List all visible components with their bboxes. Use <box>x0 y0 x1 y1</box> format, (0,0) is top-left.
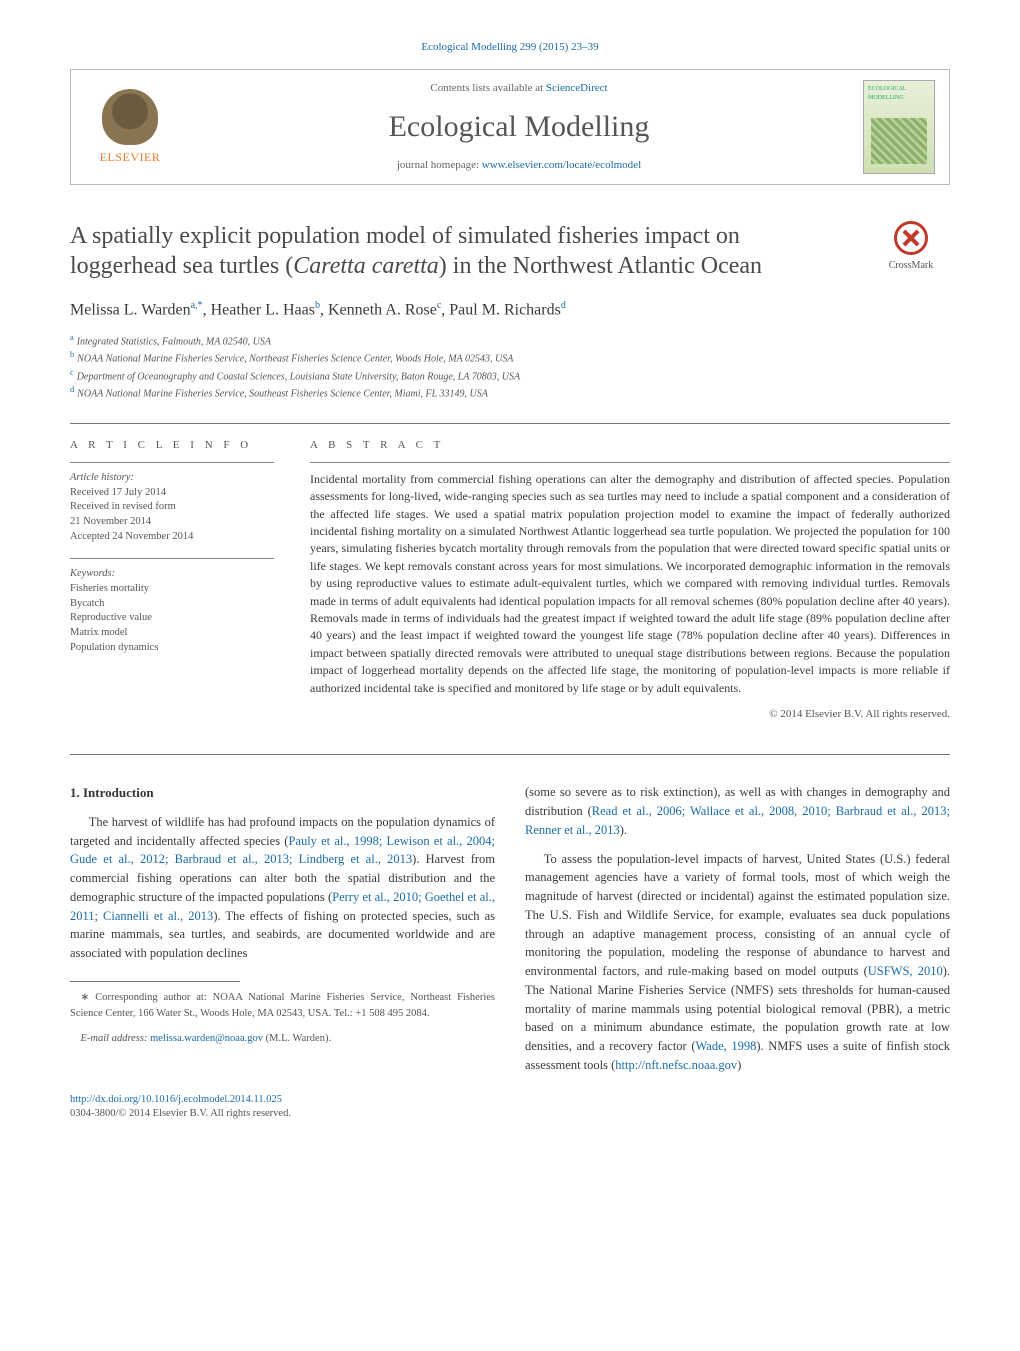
elsevier-tree-icon <box>102 89 158 145</box>
journal-cover-thumbnail: ECOLOGICAL MODELLING <box>863 80 935 174</box>
email-link[interactable]: melissa.warden@noaa.gov <box>150 1033 263 1044</box>
history-line: Received 17 July 2014 <box>70 486 274 501</box>
abstract-copyright: © 2014 Elsevier B.V. All rights reserved… <box>310 707 950 722</box>
keyword-item: Fisheries mortality <box>70 582 274 597</box>
citation-link[interactable]: Wade, 1998 <box>695 1039 756 1053</box>
contents-available-line: Contents lists available at ScienceDirec… <box>193 81 845 96</box>
corresponding-author-note: ∗ Corresponding author at: NOAA National… <box>70 990 495 1022</box>
doi-block: http://dx.doi.org/10.1016/j.ecolmodel.20… <box>70 1093 950 1122</box>
elsevier-logo: ELSEVIER <box>85 82 175 172</box>
abstract-text: Incidental mortality from commercial fis… <box>310 471 950 697</box>
info-rule <box>70 462 274 463</box>
keyword-item: Bycatch <box>70 597 274 612</box>
meta-abstract-row: A R T I C L E I N F O Article history: R… <box>70 438 950 722</box>
title-part2: ) in the Northwest Atlantic Ocean <box>439 253 762 279</box>
cover-caption: ECOLOGICAL MODELLING <box>868 86 906 100</box>
intro-para-2: To assess the population-level impacts o… <box>525 850 950 1075</box>
affiliation-line: dNOAA National Marine Fisheries Service,… <box>70 384 950 401</box>
journal-header: ELSEVIER Contents lists available at Sci… <box>70 69 950 185</box>
title-row: A spatially explicit population model of… <box>70 221 950 281</box>
crossmark-icon <box>894 221 928 255</box>
abstract-heading: A B S T R A C T <box>310 438 950 453</box>
email-line: E-mail address: melissa.warden@noaa.gov … <box>70 1031 495 1047</box>
abstract-column: A B S T R A C T Incidental mortality fro… <box>310 438 950 722</box>
article-title: A spatially explicit population model of… <box>70 221 852 281</box>
history-lines: Received 17 July 2014Received in revised… <box>70 486 274 545</box>
author-list: Melissa L. Wardena,*, Heather L. Haasb, … <box>70 299 950 322</box>
rule-before-body <box>70 754 950 755</box>
issn-copyright-line: 0304-3800/© 2014 Elsevier B.V. All right… <box>70 1108 291 1119</box>
history-line: Received in revised form <box>70 500 274 515</box>
journal-homepage-link[interactable]: www.elsevier.com/locate/ecolmodel <box>482 159 641 171</box>
affiliation-line: cDepartment of Oceanography and Coastal … <box>70 367 950 384</box>
keywords-block: Keywords: Fisheries mortalityBycatchRepr… <box>70 567 274 655</box>
elsevier-label: ELSEVIER <box>100 149 161 166</box>
url-link[interactable]: http://nft.nefsc.noaa.gov <box>615 1058 737 1072</box>
article-info-column: A R T I C L E I N F O Article history: R… <box>70 438 274 722</box>
sciencedirect-link[interactable]: ScienceDirect <box>546 82 608 94</box>
citation-link[interactable]: USFWS, 2010 <box>868 964 943 978</box>
affiliation-line: aIntegrated Statistics, Falmouth, MA 025… <box>70 332 950 349</box>
affiliation-list: aIntegrated Statistics, Falmouth, MA 025… <box>70 332 950 401</box>
email-label: E-mail address: <box>81 1033 151 1044</box>
header-center: Contents lists available at ScienceDirec… <box>193 81 845 174</box>
body-two-column: 1. Introduction The harvest of wildlife … <box>70 783 950 1074</box>
crossmark-badge[interactable]: CrossMark <box>872 221 950 273</box>
history-label: Article history: <box>70 471 274 486</box>
intro-para-1b: (some so severe as to risk extinction), … <box>525 783 950 839</box>
abstract-rule <box>310 462 950 463</box>
affiliation-line: bNOAA National Marine Fisheries Service,… <box>70 349 950 366</box>
rule-top <box>70 423 950 424</box>
title-italic-species: Caretta caretta <box>293 253 439 279</box>
journal-name: Ecological Modelling <box>193 106 845 148</box>
running-head: Ecological Modelling 299 (2015) 23–39 <box>70 40 950 55</box>
corr-symbol: ∗ <box>81 992 90 1003</box>
keywords-label: Keywords: <box>70 567 274 582</box>
keywords-list: Fisheries mortalityBycatchReproductive v… <box>70 582 274 655</box>
footnote-rule <box>70 981 240 982</box>
keyword-item: Population dynamics <box>70 641 274 656</box>
article-info-heading: A R T I C L E I N F O <box>70 438 274 453</box>
article-history-block: Article history: Received 17 July 2014Re… <box>70 471 274 544</box>
keywords-rule <box>70 558 274 559</box>
journal-homepage-line: journal homepage: www.elsevier.com/locat… <box>193 158 845 173</box>
footnotes: ∗ Corresponding author at: NOAA National… <box>70 990 495 1047</box>
doi-link[interactable]: http://dx.doi.org/10.1016/j.ecolmodel.20… <box>70 1094 282 1105</box>
section-1-heading: 1. Introduction <box>70 783 495 803</box>
contents-prefix: Contents lists available at <box>430 82 545 94</box>
history-line: Accepted 24 November 2014 <box>70 530 274 545</box>
history-line: 21 November 2014 <box>70 515 274 530</box>
keyword-item: Reproductive value <box>70 611 274 626</box>
page-root: Ecological Modelling 299 (2015) 23–39 EL… <box>0 0 1020 1172</box>
homepage-prefix: journal homepage: <box>397 159 482 171</box>
crossmark-label: CrossMark <box>889 260 933 271</box>
keyword-item: Matrix model <box>70 626 274 641</box>
intro-para-1: The harvest of wildlife has had profound… <box>70 813 495 963</box>
